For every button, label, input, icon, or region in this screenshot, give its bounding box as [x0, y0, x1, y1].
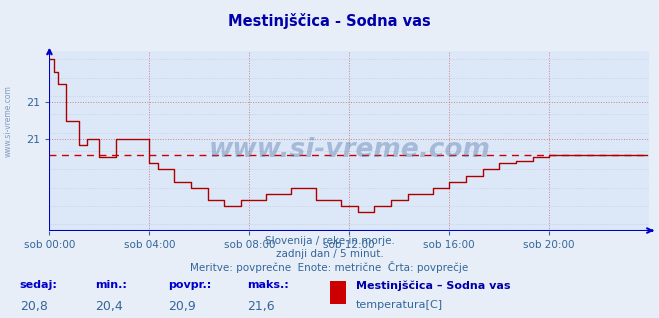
Text: www.si-vreme.com: www.si-vreme.com [3, 85, 13, 157]
Text: 20,9: 20,9 [168, 300, 196, 313]
Text: 20,4: 20,4 [96, 300, 123, 313]
Text: zadnji dan / 5 minut.: zadnji dan / 5 minut. [275, 249, 384, 259]
Text: 20,8: 20,8 [20, 300, 47, 313]
Text: Slovenija / reke in morje.: Slovenija / reke in morje. [264, 236, 395, 246]
Text: min.:: min.: [96, 280, 127, 290]
Text: Mestinjščica - Sodna vas: Mestinjščica - Sodna vas [228, 13, 431, 29]
Text: povpr.:: povpr.: [168, 280, 212, 290]
Text: maks.:: maks.: [247, 280, 289, 290]
Text: www.si-vreme.com: www.si-vreme.com [208, 137, 490, 163]
Text: Meritve: povprečne  Enote: metrične  Črta: povprečje: Meritve: povprečne Enote: metrične Črta:… [190, 261, 469, 273]
Text: temperatura[C]: temperatura[C] [356, 300, 443, 309]
Text: 21,6: 21,6 [247, 300, 275, 313]
Text: Mestinjščica – Sodna vas: Mestinjščica – Sodna vas [356, 280, 510, 291]
Text: sedaj:: sedaj: [20, 280, 57, 290]
